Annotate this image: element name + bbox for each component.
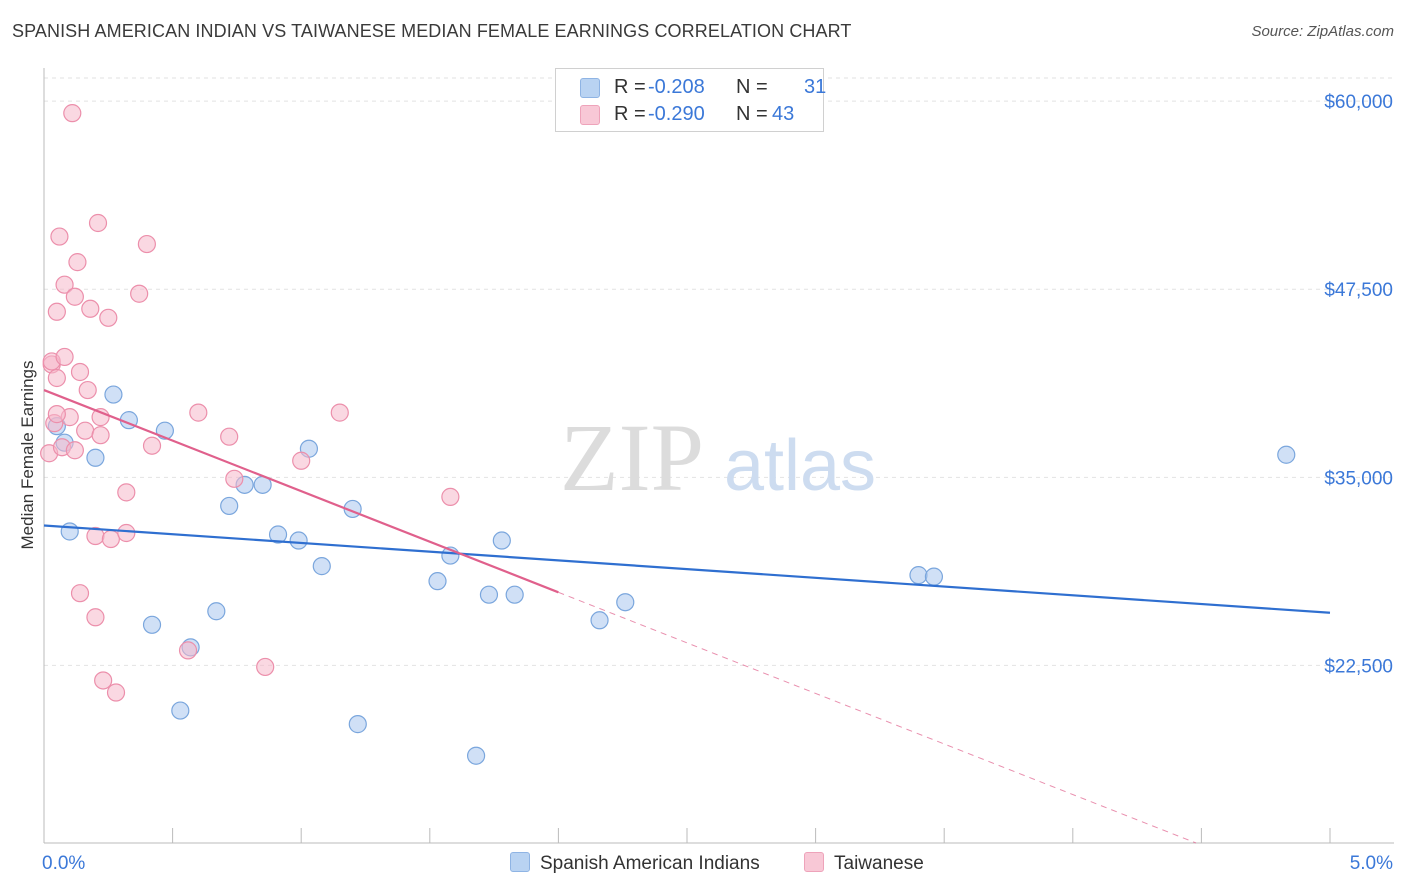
data-point-spanish-american-indians — [220, 496, 239, 516]
data-point-taiwanese — [86, 608, 105, 627]
data-point-taiwanese — [101, 529, 120, 549]
legend-r-label: R = — [614, 103, 646, 125]
data-point-taiwanese — [88, 213, 108, 233]
data-point-taiwanese — [292, 451, 311, 470]
data-point-taiwanese — [70, 584, 90, 603]
data-point-taiwanese — [441, 487, 460, 506]
x-tick-label-min: 0.0% — [42, 853, 85, 874]
data-point-spanish-american-indians — [924, 567, 944, 586]
watermark-zip: ZIP — [560, 404, 704, 511]
data-point-taiwanese — [137, 234, 156, 254]
data-point-spanish-american-indians — [171, 701, 190, 720]
legend-swatch-blue — [580, 78, 600, 98]
watermark-atlas: atlas — [724, 426, 876, 506]
data-point-spanish-american-indians — [616, 593, 635, 612]
data-point-spanish-american-indians — [289, 531, 308, 550]
data-point-spanish-american-indians — [312, 557, 331, 576]
data-point-taiwanese — [220, 427, 239, 446]
bottom-legend-label: Spanish American Indians — [540, 853, 760, 874]
data-point-taiwanese — [99, 308, 118, 327]
y-tick-label: $47,500 — [1324, 280, 1393, 301]
chart-source: Source: ZipAtlas.com — [1251, 23, 1394, 40]
data-point-taiwanese — [106, 683, 126, 702]
legend-row-spanish-american-indians: R = -0.208 N = 31 — [556, 74, 827, 102]
y-axis-label: Median Female Earnings — [18, 360, 37, 550]
data-point-taiwanese — [55, 347, 74, 367]
data-point-spanish-american-indians — [428, 572, 447, 591]
data-point-taiwanese — [225, 469, 244, 488]
data-point-taiwanese — [256, 657, 275, 677]
data-point-taiwanese — [91, 426, 110, 445]
correlation-legend: R = -0.208 N = 31 R = -0.290 N = 43 — [555, 68, 827, 132]
data-point-taiwanese — [117, 483, 136, 502]
legend-n-label: N = — [736, 76, 768, 98]
data-point-taiwanese — [63, 104, 82, 123]
bottom-legend-swatch-pink — [804, 852, 824, 872]
legend-r-label: R = — [614, 76, 646, 98]
data-point-spanish-american-indians — [86, 448, 105, 467]
bottom-legend-taiwanese: Taiwanese — [804, 852, 924, 876]
trend-line-taiwanese — [43, 389, 559, 594]
data-point-taiwanese — [55, 275, 74, 294]
data-point-taiwanese — [47, 405, 66, 424]
legend-n-label: N = — [736, 103, 768, 125]
legend-r-value: -0.208 — [648, 76, 705, 98]
data-point-spanish-american-indians — [909, 566, 928, 585]
bottom-legend-label: Taiwanese — [834, 853, 924, 874]
data-point-spanish-american-indians — [492, 531, 511, 550]
data-point-spanish-american-indians — [1277, 445, 1296, 464]
data-point-taiwanese — [50, 227, 69, 246]
bottom-legend-spanish-american-indians: Spanish American Indians — [510, 852, 760, 876]
data-point-taiwanese — [70, 362, 90, 382]
data-point-taiwanese — [65, 441, 84, 460]
data-point-taiwanese — [68, 253, 87, 272]
bottom-legend-swatch-blue — [510, 852, 530, 872]
legend-n-value: 31 — [804, 76, 827, 98]
data-point-spanish-american-indians — [104, 385, 123, 404]
y-tick-label: $60,000 — [1324, 92, 1393, 113]
data-point-taiwanese — [130, 284, 149, 303]
legend-swatch-pink — [580, 105, 600, 125]
tick-labels: $22,500 $35,000 $47,500 $60,000 0.0% 5.0% — [42, 92, 1393, 874]
trend-lines — [43, 389, 1331, 844]
data-point-spanish-american-indians — [207, 602, 226, 621]
axes — [43, 68, 1394, 844]
data-point-spanish-american-indians — [505, 585, 524, 604]
data-point-spanish-american-indians — [268, 525, 288, 544]
trend-line-spanish-american-indians — [43, 524, 1331, 614]
data-point-spanish-american-indians — [348, 715, 367, 734]
data-point-taiwanese — [142, 436, 162, 455]
data-point-taiwanese — [47, 302, 66, 321]
gridlines — [44, 77, 1394, 666]
data-points — [40, 104, 1296, 765]
data-point-spanish-american-indians — [479, 585, 499, 604]
data-point-taiwanese — [189, 403, 208, 422]
legend-row-taiwanese: R = -0.290 N = 43 — [556, 101, 823, 129]
y-tick-label: $22,500 — [1324, 656, 1393, 677]
data-point-taiwanese — [78, 380, 97, 400]
data-point-spanish-american-indians — [142, 615, 162, 634]
data-point-spanish-american-indians — [466, 746, 486, 765]
data-point-spanish-american-indians — [590, 611, 609, 630]
chart-title: SPANISH AMERICAN INDIAN VS TAIWANESE MED… — [12, 21, 852, 41]
y-tick-label: $35,000 — [1324, 468, 1393, 489]
data-point-taiwanese — [94, 671, 113, 690]
data-point-taiwanese — [81, 299, 100, 318]
data-point-spanish-american-indians — [60, 522, 79, 541]
data-point-taiwanese — [178, 641, 198, 660]
trend-line-taiwanese-extension — [558, 591, 1197, 844]
data-point-taiwanese — [76, 421, 95, 440]
data-point-taiwanese — [47, 368, 66, 388]
legend-r-value: -0.290 — [648, 103, 705, 125]
watermark: ZIP atlas — [560, 404, 876, 511]
data-point-taiwanese — [117, 523, 136, 543]
data-point-taiwanese — [330, 403, 349, 422]
data-point-taiwanese — [65, 287, 84, 306]
x-tick-label-max: 5.0% — [1350, 853, 1393, 874]
legend-n-value: 43 — [772, 103, 795, 125]
